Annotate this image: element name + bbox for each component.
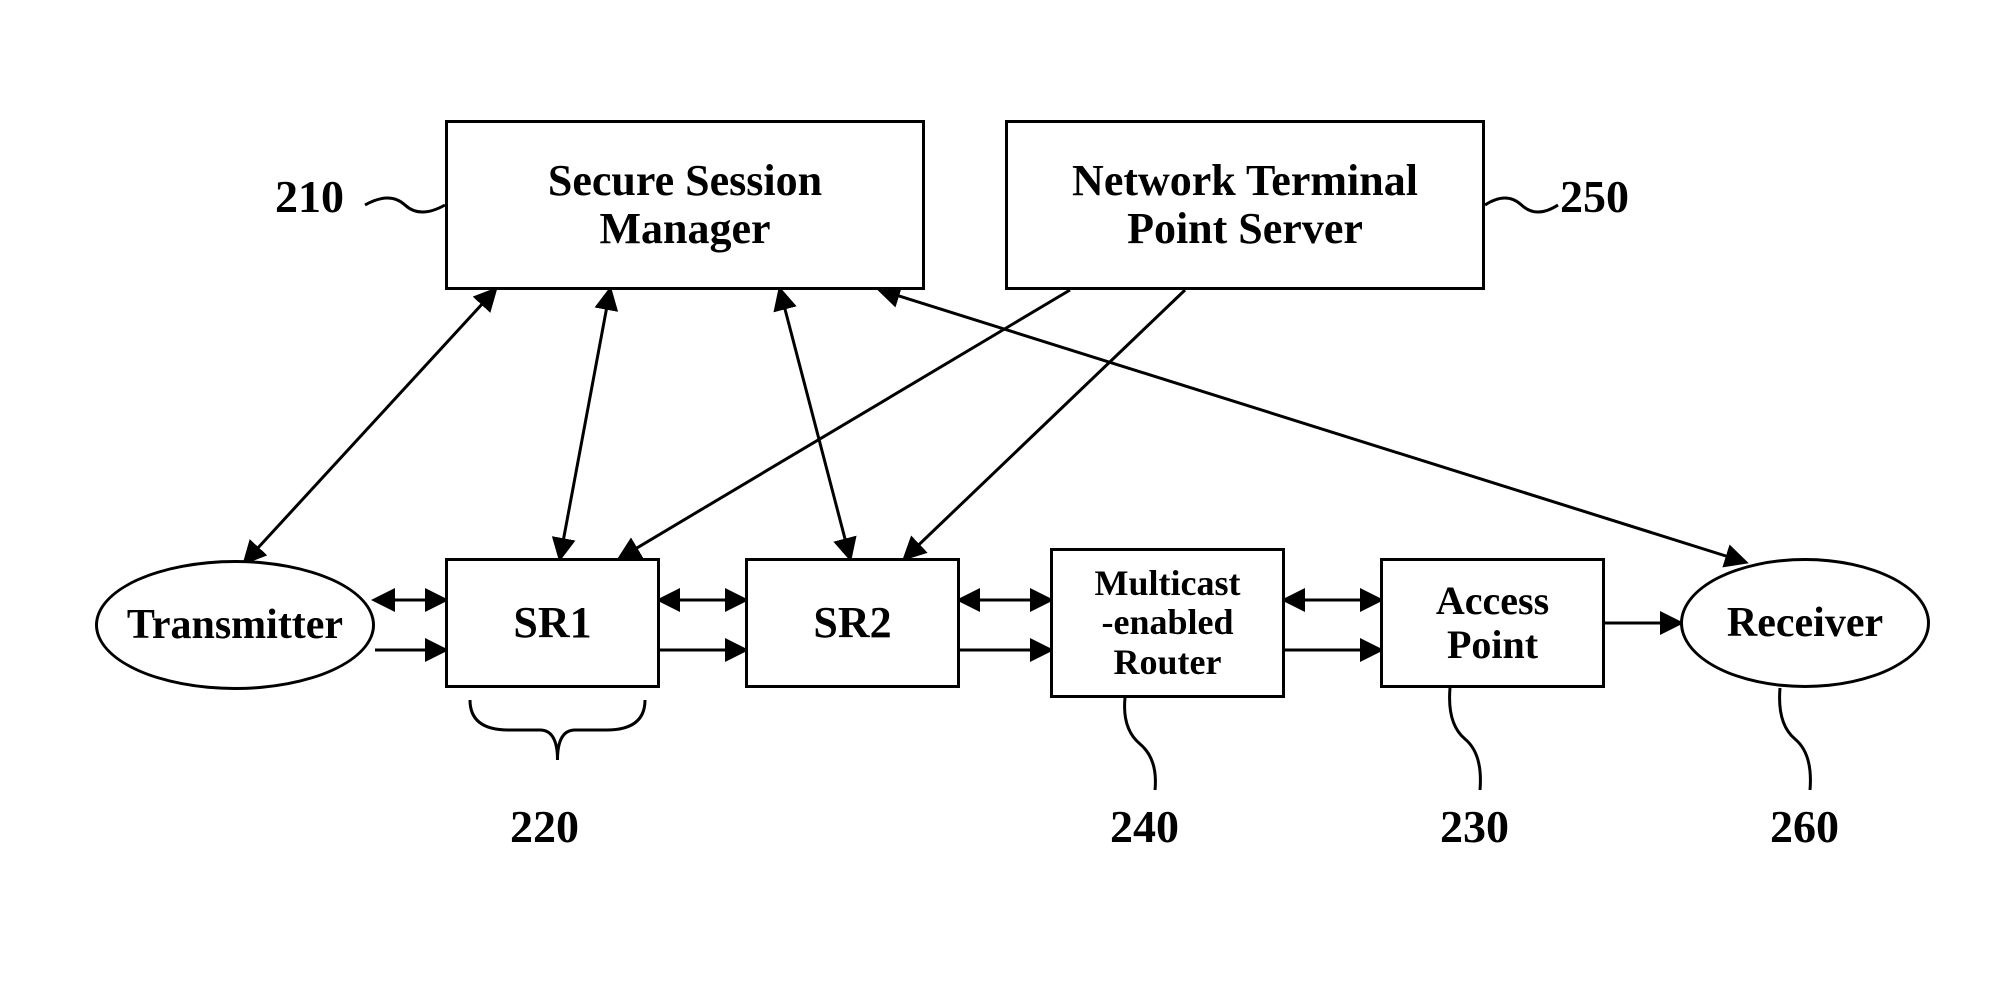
network-terminal-point-server-box: Network TerminalPoint Server — [1005, 120, 1485, 290]
ref-240: 240 — [1110, 800, 1179, 853]
ref-260: 260 — [1770, 800, 1839, 853]
sr2-label: SR2 — [813, 599, 891, 647]
ntps-label: Network TerminalPoint Server — [1072, 157, 1418, 254]
multicast-router-box: Multicast-enabledRouter — [1050, 548, 1285, 698]
access-point-box: AccessPoint — [1380, 558, 1605, 688]
receiver-ellipse: Receiver — [1680, 558, 1930, 688]
ref-210: 210 — [275, 170, 344, 223]
ref-230: 230 — [1440, 800, 1509, 853]
sr1-label: SR1 — [513, 599, 591, 647]
rx-label: Receiver — [1727, 600, 1883, 646]
ref-220: 220 — [510, 800, 579, 853]
transmitter-ellipse: Transmitter — [95, 560, 375, 690]
tx-label: Transmitter — [127, 602, 343, 648]
ap-label: AccessPoint — [1436, 579, 1549, 667]
mcr-label: Multicast-enabledRouter — [1095, 564, 1241, 683]
secure-session-manager-box: Secure SessionManager — [445, 120, 925, 290]
sr1-box: SR1 — [445, 558, 660, 688]
ssm-label: Secure SessionManager — [548, 157, 822, 254]
ref-250: 250 — [1560, 170, 1629, 223]
sr2-box: SR2 — [745, 558, 960, 688]
